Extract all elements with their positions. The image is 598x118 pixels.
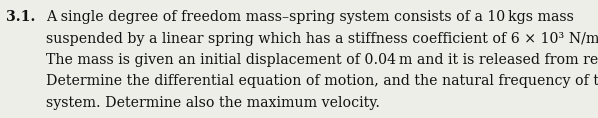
Text: 3.1.: 3.1. [6,10,35,24]
Text: The mass is given an initial displacement of 0.04 m and it is released from rest: The mass is given an initial displacemen… [46,53,598,67]
Text: system. Determine also the maximum velocity.: system. Determine also the maximum veloc… [46,96,380,110]
Text: A single degree of freedom mass–spring system consists of a 10 kgs mass: A single degree of freedom mass–spring s… [46,10,574,24]
Text: Determine the differential equation of motion, and the natural frequency of the: Determine the differential equation of m… [46,74,598,88]
Text: suspended by a linear spring which has a stiffness coefficient of 6 × 10³ N/m.: suspended by a linear spring which has a… [46,32,598,46]
